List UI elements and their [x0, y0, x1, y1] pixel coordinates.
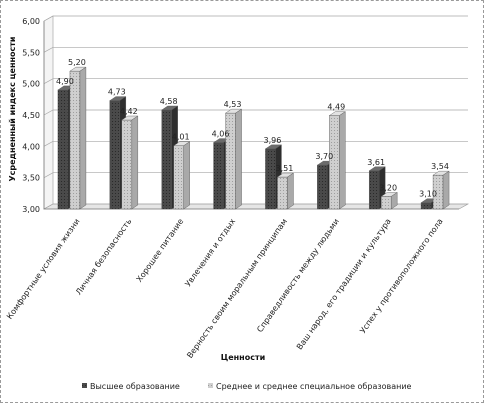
category-label: Верность своим моральным принципам	[185, 217, 289, 360]
floor	[42, 203, 470, 210]
data-label: 3,70	[315, 152, 333, 161]
legend-label-secondary-education: Среднее и среднее специальное образовани…	[216, 382, 412, 391]
category-label: Ваш народ, его традиции и культура	[295, 217, 393, 352]
data-label: 4,01	[172, 133, 190, 142]
legend: Высшее образование Среднее и среднее спе…	[82, 382, 412, 391]
data-label: 3,20	[379, 183, 397, 192]
y-tick-label: 4,50	[22, 111, 40, 120]
bar-secondary-3	[224, 108, 243, 210]
legend-label-higher-education: Высшее образование	[90, 382, 180, 391]
gridline	[43, 172, 468, 178]
gridline	[43, 46, 468, 53]
data-label: 4,53	[224, 100, 242, 109]
data-label: 3,96	[264, 136, 282, 145]
data-label: 4,49	[327, 103, 345, 112]
gridline	[43, 109, 468, 116]
data-label: 3,51	[276, 164, 294, 173]
data-label: 4,90	[56, 77, 74, 86]
gridline	[43, 140, 468, 147]
category-label: Личная безопасность	[74, 217, 134, 297]
y-axis-title: Усредненный индекс ценности	[8, 36, 17, 181]
data-label: 4,73	[108, 88, 126, 97]
data-label: 3,61	[367, 158, 385, 167]
y-tick-label: 4,00	[22, 142, 40, 151]
category-label: Хорошее питание	[135, 217, 186, 284]
y-tick-label: 3,50	[22, 174, 40, 183]
category-label: Увлечения и отдых	[183, 217, 237, 289]
y-tick-label: 5,00	[22, 80, 40, 89]
y-tick-label: 3,00	[22, 205, 40, 214]
bar-secondary-7	[432, 170, 450, 210]
data-label: 3,54	[431, 162, 449, 171]
y-tick-label: 6,00	[22, 17, 40, 26]
data-label: 4,06	[212, 130, 230, 139]
bar-secondary-6	[380, 192, 398, 210]
data-label: 4,42	[120, 107, 138, 116]
bar-secondary-5	[328, 111, 346, 210]
category-label: Комфортные условия жизни	[5, 217, 82, 321]
category-label: Успех у противоположного пола	[358, 217, 445, 335]
gridline	[43, 78, 468, 84]
data-label: 3,10	[419, 190, 437, 199]
bar-secondary-2	[173, 141, 191, 210]
legend-swatch-higher-education	[82, 383, 87, 388]
bar-secondary-4	[276, 172, 295, 210]
bar-secondary-0	[69, 66, 87, 210]
bar-secondary-1	[121, 115, 139, 210]
x-axis-title: Ценности	[221, 353, 265, 362]
gridline	[43, 15, 468, 22]
legend-swatch-secondary-education	[208, 383, 213, 388]
data-label: 4,58	[160, 97, 178, 106]
y-tick-label: 5,50	[22, 48, 40, 57]
category-label: Справедливость между людьми	[255, 217, 341, 334]
data-label: 5,20	[68, 58, 86, 67]
